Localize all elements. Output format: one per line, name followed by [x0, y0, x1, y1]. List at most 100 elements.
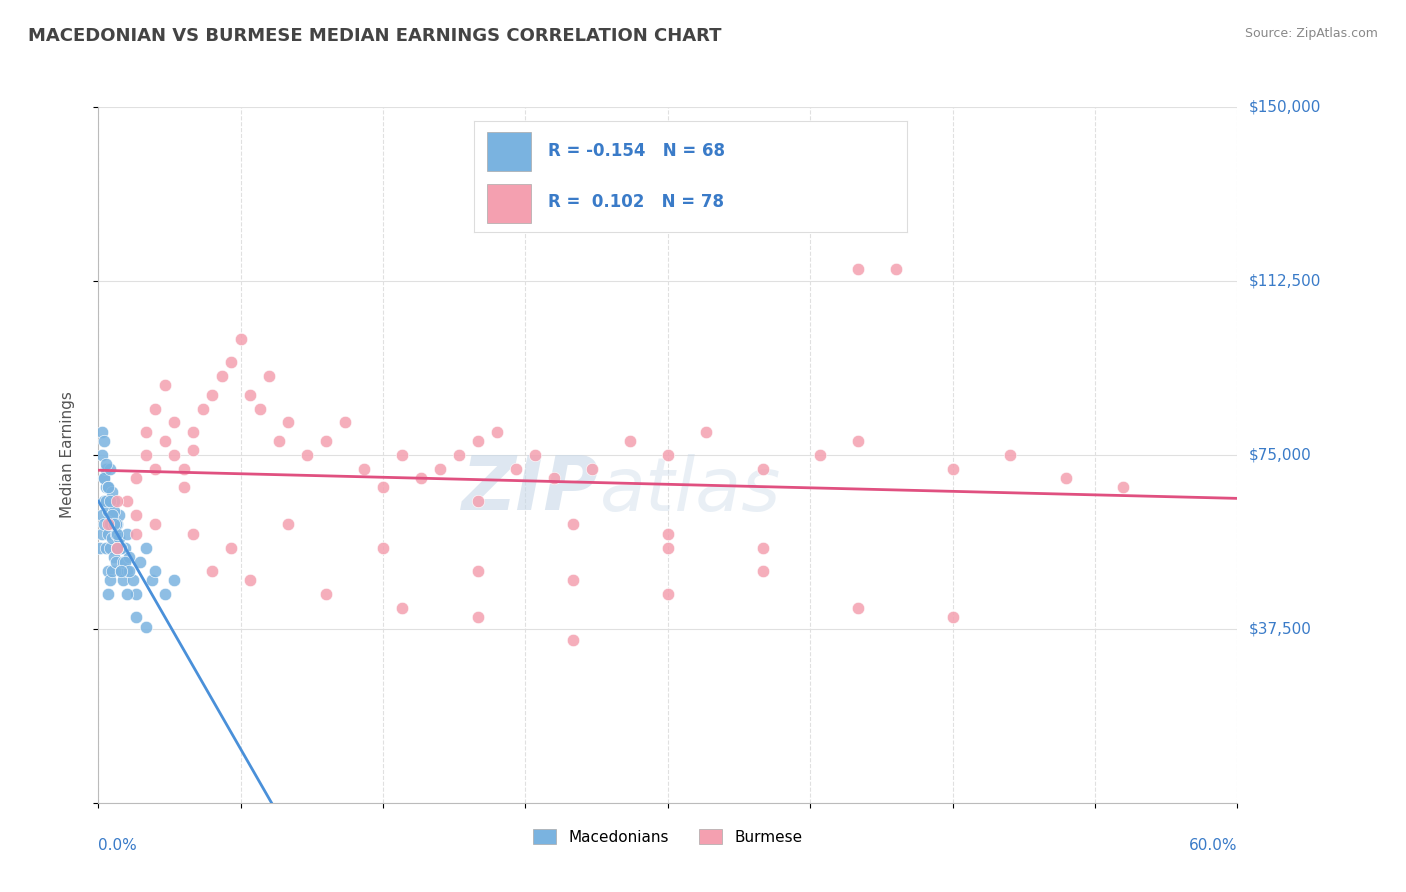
Point: [391, 601, 413, 615]
Point: [371, 541, 394, 555]
Point: [249, 401, 271, 416]
Point: [89, 541, 111, 555]
Text: Source: ZipAtlas.com: Source: ZipAtlas.com: [1244, 27, 1378, 40]
Point: [543, 471, 565, 485]
Point: [277, 517, 299, 532]
Point: [100, 532, 122, 546]
Point: [183, 425, 205, 439]
Point: [115, 564, 138, 578]
Point: [104, 555, 127, 569]
Point: [173, 480, 195, 494]
Text: $37,500: $37,500: [1249, 622, 1312, 636]
Point: [114, 555, 136, 569]
Text: 60.0%: 60.0%: [1189, 838, 1237, 853]
Point: [153, 378, 176, 392]
Point: [297, 448, 319, 462]
Point: [91, 526, 114, 541]
Point: [173, 462, 195, 476]
Point: [97, 480, 120, 494]
Point: [98, 494, 121, 508]
Point: [125, 587, 148, 601]
Point: [153, 434, 176, 448]
Point: [524, 448, 547, 462]
Text: $75,000: $75,000: [1249, 448, 1312, 462]
Point: [486, 425, 509, 439]
Point: [145, 564, 167, 578]
Point: [562, 517, 585, 532]
Point: [752, 462, 775, 476]
Point: [98, 517, 121, 532]
Point: [93, 434, 115, 448]
Point: [467, 434, 489, 448]
Point: [121, 573, 143, 587]
Point: [110, 564, 132, 578]
Point: [211, 369, 233, 384]
Point: [98, 541, 121, 555]
Point: [391, 448, 413, 462]
Point: [183, 443, 205, 458]
Point: [657, 587, 679, 601]
Point: [98, 573, 121, 587]
Point: [97, 517, 120, 532]
Point: [125, 526, 148, 541]
Point: [94, 462, 117, 476]
Point: [112, 555, 135, 569]
Point: [449, 448, 471, 462]
Point: [93, 471, 115, 485]
Point: [335, 416, 357, 430]
Text: MACEDONIAN VS BURMESE MEDIAN EARNINGS CORRELATION CHART: MACEDONIAN VS BURMESE MEDIAN EARNINGS CO…: [28, 27, 721, 45]
Point: [145, 401, 167, 416]
Point: [145, 462, 167, 476]
Point: [145, 517, 167, 532]
Point: [110, 541, 132, 555]
Point: [752, 541, 775, 555]
Point: [104, 526, 127, 541]
Point: [371, 480, 394, 494]
Point: [110, 541, 132, 555]
Point: [239, 573, 262, 587]
Point: [315, 587, 337, 601]
Point: [108, 508, 131, 523]
Text: 0.0%: 0.0%: [98, 838, 138, 853]
Point: [91, 425, 114, 439]
Point: [153, 587, 176, 601]
Point: [118, 549, 141, 564]
Point: [239, 387, 262, 401]
Point: [94, 541, 117, 555]
Point: [110, 564, 132, 578]
Point: [259, 369, 281, 384]
Point: [100, 508, 122, 523]
Point: [104, 517, 127, 532]
Point: [562, 633, 585, 648]
Point: [942, 610, 965, 624]
Point: [163, 573, 186, 587]
Point: [183, 526, 205, 541]
Point: [846, 262, 869, 277]
Point: [107, 541, 129, 555]
Point: [135, 619, 157, 633]
Point: [107, 541, 129, 555]
Point: [94, 494, 117, 508]
Point: [94, 480, 117, 494]
Point: [135, 448, 157, 462]
Point: [100, 508, 122, 523]
Y-axis label: Median Earnings: Median Earnings: [60, 392, 75, 518]
Point: [97, 526, 120, 541]
Point: [695, 425, 717, 439]
Point: [353, 462, 375, 476]
Point: [619, 434, 641, 448]
Text: ZIP: ZIP: [463, 453, 599, 526]
Point: [267, 434, 290, 448]
Point: [846, 434, 869, 448]
Text: $112,500: $112,500: [1249, 274, 1320, 288]
Point: [163, 416, 186, 430]
Point: [115, 494, 138, 508]
Point: [125, 508, 148, 523]
Point: [112, 573, 135, 587]
Point: [581, 462, 603, 476]
Point: [657, 541, 679, 555]
Point: [91, 508, 114, 523]
Point: [429, 462, 451, 476]
Point: [93, 517, 115, 532]
Point: [115, 526, 138, 541]
